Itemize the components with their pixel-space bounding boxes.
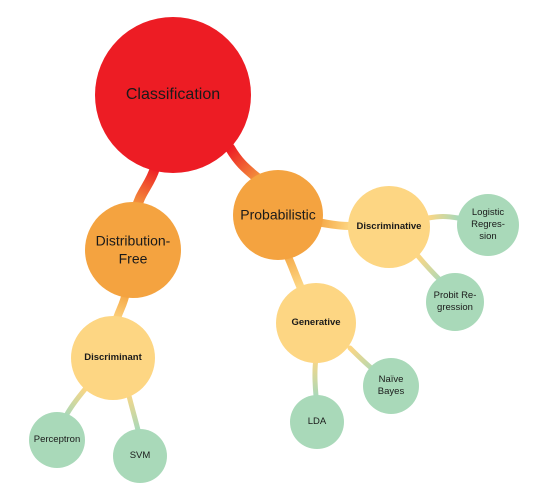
connector-discriminative-logistic <box>428 217 458 219</box>
node-lda[interactable] <box>290 395 344 449</box>
node-perceptron[interactable] <box>29 412 85 468</box>
node-naive-bayes[interactable] <box>363 358 419 414</box>
node-distribution-free[interactable] <box>85 202 181 298</box>
node-classification[interactable] <box>95 17 251 173</box>
node-probabilistic[interactable] <box>233 170 323 260</box>
node-generative[interactable] <box>276 283 356 363</box>
node-probit-regression[interactable] <box>426 273 484 331</box>
connector-generative-lda <box>315 358 316 396</box>
connector-discriminant-perceptron <box>66 388 86 416</box>
connector-discriminant-svm <box>128 392 138 430</box>
node-discriminative[interactable] <box>348 186 430 268</box>
node-svm[interactable] <box>113 429 167 483</box>
connector-discriminative-probit <box>418 256 442 282</box>
node-logistic-regression[interactable] <box>457 194 519 256</box>
node-discriminant[interactable] <box>71 316 155 400</box>
